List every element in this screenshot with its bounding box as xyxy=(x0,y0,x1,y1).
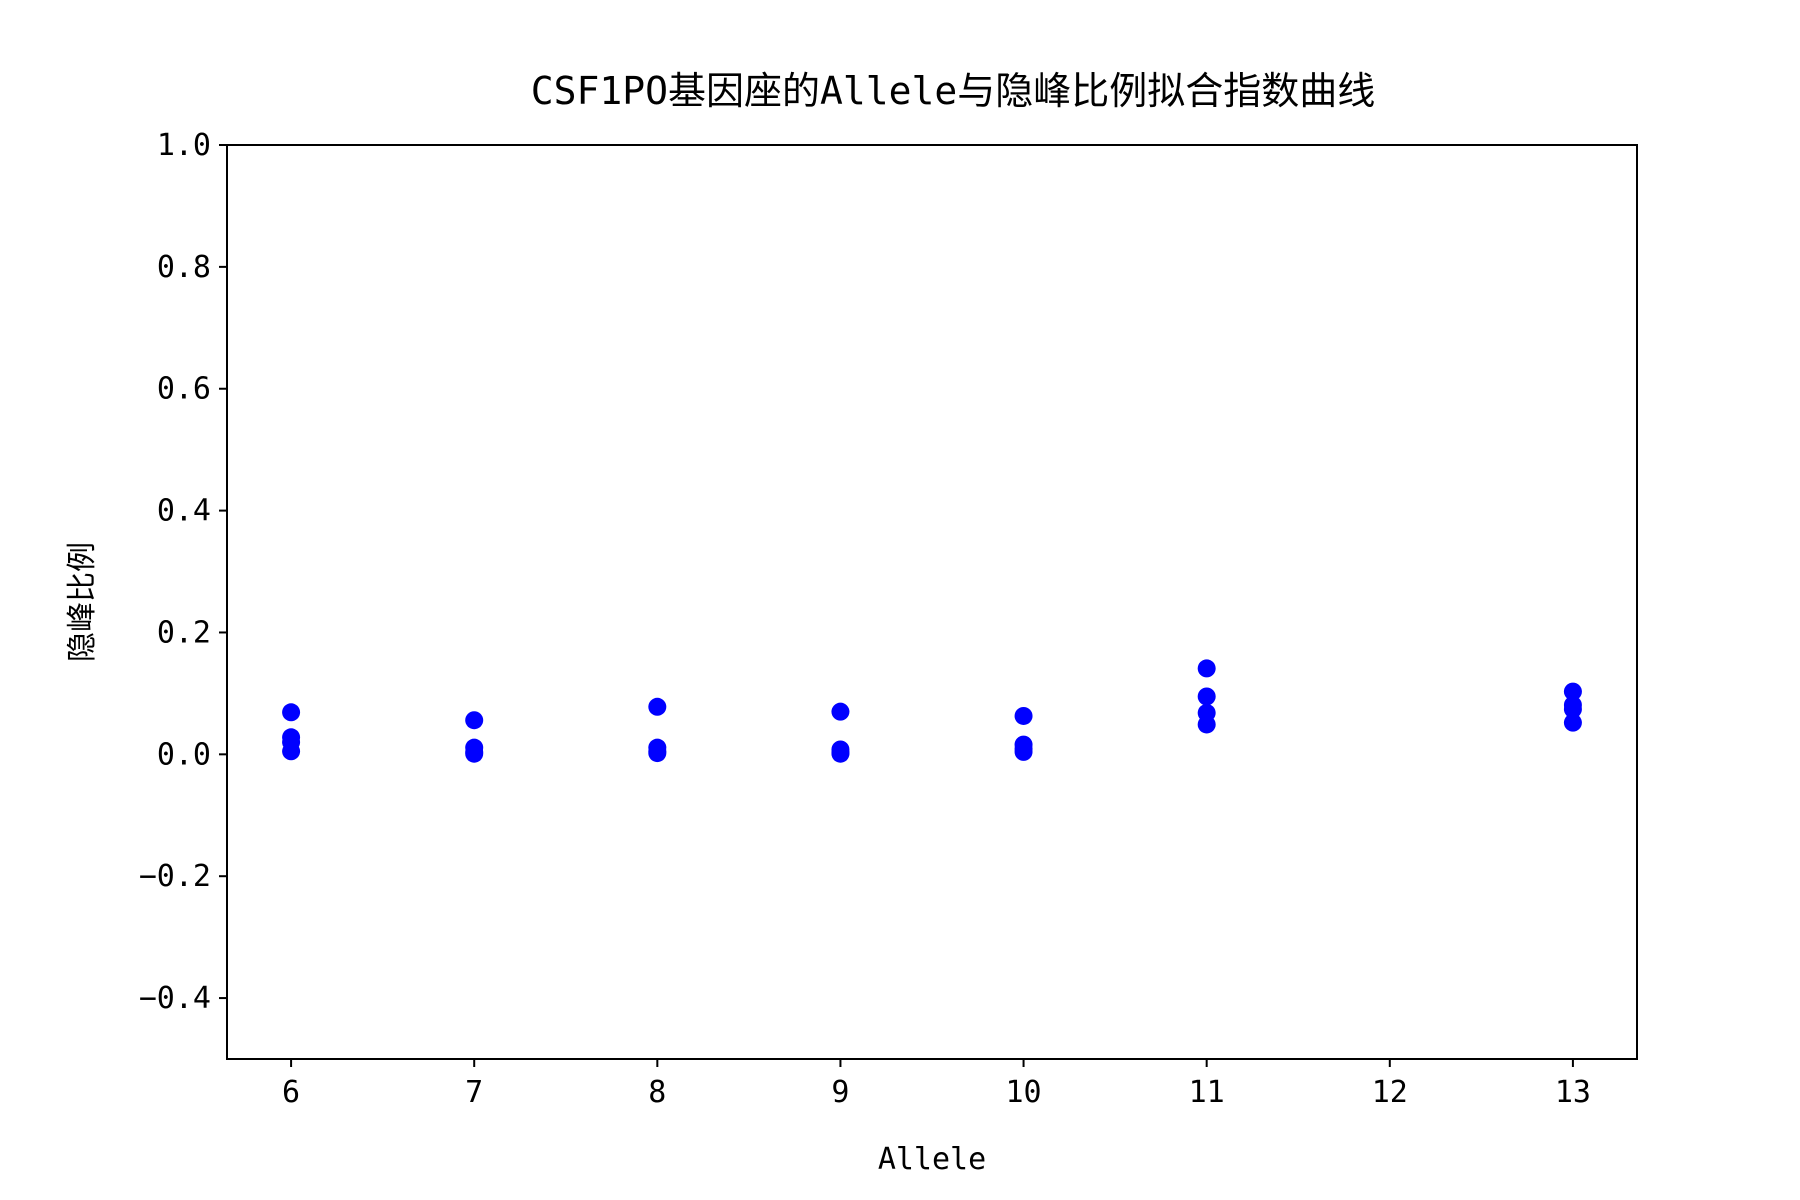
y-tick-label: 0.2 xyxy=(157,615,211,650)
x-axis: 6 7 8 9 10 11 12 13 xyxy=(282,1059,1591,1110)
y-tick-label: 0.8 xyxy=(157,250,211,285)
x-tick-label: 13 xyxy=(1555,1075,1591,1110)
data-point xyxy=(465,711,484,730)
x-tick-label: 12 xyxy=(1372,1075,1408,1110)
data-point xyxy=(282,703,301,722)
y-tick-label: 0.0 xyxy=(157,737,211,772)
data-point xyxy=(648,744,667,763)
x-tick-label: 6 xyxy=(282,1075,300,1110)
y-axis-label: 隐峰比例 xyxy=(65,542,100,662)
x-tick-label: 10 xyxy=(1005,1075,1041,1110)
data-point xyxy=(1197,687,1216,706)
x-tick-label: 9 xyxy=(831,1075,849,1110)
data-point xyxy=(1563,713,1582,732)
data-point xyxy=(465,744,484,763)
data-point xyxy=(831,744,850,763)
x-tick-label: 7 xyxy=(465,1075,483,1110)
y-tick-label: −0.2 xyxy=(139,859,211,894)
data-point xyxy=(1563,682,1582,701)
data-point xyxy=(1563,700,1582,719)
points-layer xyxy=(282,659,1582,763)
x-tick-label: 11 xyxy=(1189,1075,1225,1110)
chart-title: CSF1PO基因座的Allele与隐峰比例拟合指数曲线 xyxy=(531,69,1376,113)
data-point xyxy=(831,702,850,721)
y-tick-label: 0.6 xyxy=(157,372,211,407)
y-tick-label: −0.4 xyxy=(139,981,211,1016)
x-tick-label: 8 xyxy=(648,1075,666,1110)
plot-frame xyxy=(226,144,1638,1060)
y-tick-label: 1.0 xyxy=(157,128,211,163)
data-point xyxy=(1197,659,1216,678)
y-axis: −0.4 −0.2 0.0 0.2 0.4 0.6 0.8 1.0 xyxy=(139,128,227,1016)
data-point xyxy=(1014,706,1033,725)
data-point xyxy=(282,742,301,761)
y-tick-label: 0.4 xyxy=(157,494,211,529)
data-point xyxy=(1197,715,1216,734)
data-point xyxy=(1014,742,1033,761)
x-axis-label: Allele xyxy=(878,1142,986,1177)
data-point xyxy=(648,697,667,716)
